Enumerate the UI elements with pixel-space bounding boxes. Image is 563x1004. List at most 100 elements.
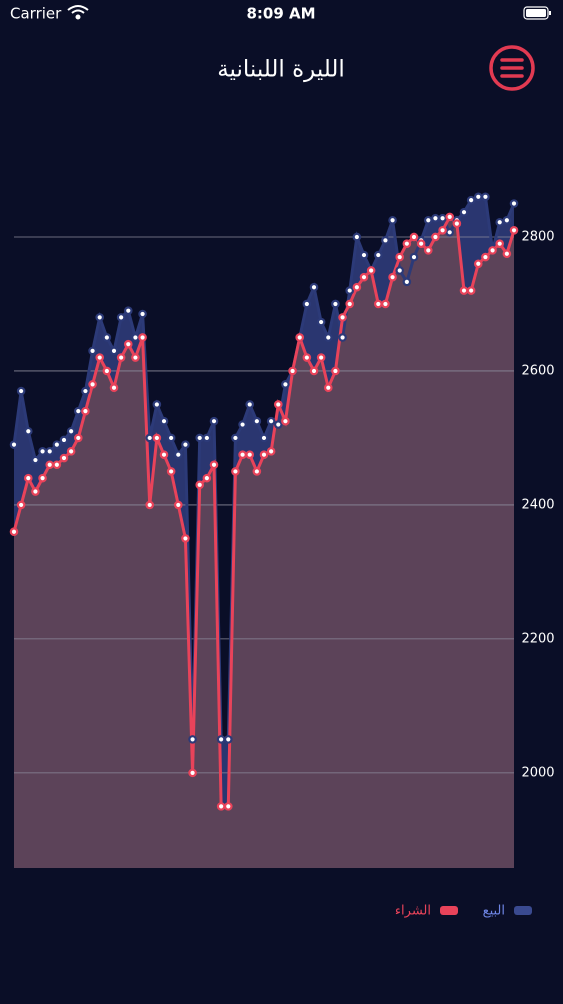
data-point: [223, 802, 233, 811]
data-point: [445, 212, 455, 222]
data-point: [145, 500, 155, 510]
carrier: Carrier: [10, 5, 62, 23]
data-point: [331, 299, 340, 309]
data-point: [395, 252, 405, 262]
data-point: [445, 227, 455, 237]
data-point: [231, 433, 240, 443]
data-point: [459, 286, 469, 295]
data-point: [231, 467, 240, 476]
data-point: [173, 450, 183, 459]
data-point: [273, 400, 283, 409]
data-point: [195, 480, 205, 490]
data-point: [281, 416, 290, 426]
data-point: [381, 236, 390, 245]
data-point: [288, 366, 297, 376]
data-point: [416, 239, 426, 248]
data-point: [466, 286, 476, 295]
data-point: [45, 460, 55, 470]
data-point: [23, 473, 33, 483]
data-point: [59, 453, 69, 463]
data-point: [495, 239, 505, 248]
data-point: [95, 313, 105, 322]
data-point: [323, 383, 333, 393]
data-point: [423, 215, 433, 225]
data-point: [145, 433, 155, 443]
data-point: [166, 433, 176, 443]
data-point: [273, 420, 283, 429]
data-point: [245, 450, 255, 459]
data-point: [202, 433, 212, 443]
data-point: [481, 252, 490, 262]
data-point: [209, 460, 219, 470]
data-point: [281, 380, 290, 389]
data-point: [195, 433, 205, 443]
data-point: [102, 366, 112, 376]
data-point: [345, 299, 355, 309]
data-point: [52, 460, 62, 470]
data-point: [238, 450, 247, 459]
y-tick-label: 2800: [521, 229, 554, 244]
data-point: [338, 313, 347, 322]
y-tick-label: 2200: [521, 631, 554, 646]
data-point: [159, 450, 169, 459]
wifi-icon: [67, 5, 89, 20]
data-point: [202, 473, 212, 483]
data-point: [245, 400, 255, 409]
data-point: [152, 400, 162, 409]
data-point: [359, 250, 369, 260]
data-point: [259, 450, 269, 459]
data-point: [88, 380, 97, 389]
time: 8:09 AM: [246, 5, 315, 23]
data-point: [323, 333, 333, 342]
data-point: [295, 333, 305, 342]
data-point: [66, 426, 76, 436]
data-point: [31, 455, 40, 465]
data-point: [252, 416, 262, 426]
data-point: [16, 500, 26, 510]
data-point: [66, 447, 76, 456]
data-point: [259, 433, 269, 443]
data-point: [116, 313, 126, 322]
data-point: [473, 259, 483, 269]
data-point: [216, 802, 226, 811]
data-point: [38, 473, 47, 483]
data-point: [395, 266, 405, 275]
legend-swatch: [440, 906, 458, 915]
data-point: [123, 339, 133, 349]
page-title: الليرة اللبنانية: [217, 57, 345, 83]
data-point: [9, 527, 19, 537]
data-point: [109, 346, 119, 356]
data-point: [152, 433, 162, 443]
data-point: [338, 333, 347, 342]
data-point: [9, 440, 19, 449]
series-area: [14, 216, 514, 868]
data-point: [488, 246, 497, 255]
data-point: [481, 192, 490, 202]
data-point: [181, 534, 190, 543]
data-point: [402, 239, 412, 248]
data-point: [173, 500, 183, 510]
data-point: [352, 232, 362, 242]
data-point: [266, 447, 276, 456]
y-tick-label: 2600: [521, 363, 554, 378]
data-point: [352, 282, 362, 292]
data-point: [181, 440, 190, 449]
data-point: [59, 435, 69, 445]
battery-icon: [523, 6, 551, 20]
data-point: [138, 333, 147, 342]
data-point: [316, 317, 326, 327]
data-point: [23, 426, 33, 436]
data-point: [109, 383, 119, 393]
data-point: [388, 215, 397, 225]
data-point: [373, 299, 383, 309]
data-point: [223, 735, 233, 744]
data-point: [438, 225, 447, 235]
legend-label: الشراء: [395, 904, 431, 919]
data-point: [95, 353, 105, 362]
y-tick-label: 2400: [521, 497, 554, 512]
data-point: [38, 447, 47, 456]
menu-button[interactable]: [489, 45, 535, 91]
data-point: [302, 353, 312, 362]
